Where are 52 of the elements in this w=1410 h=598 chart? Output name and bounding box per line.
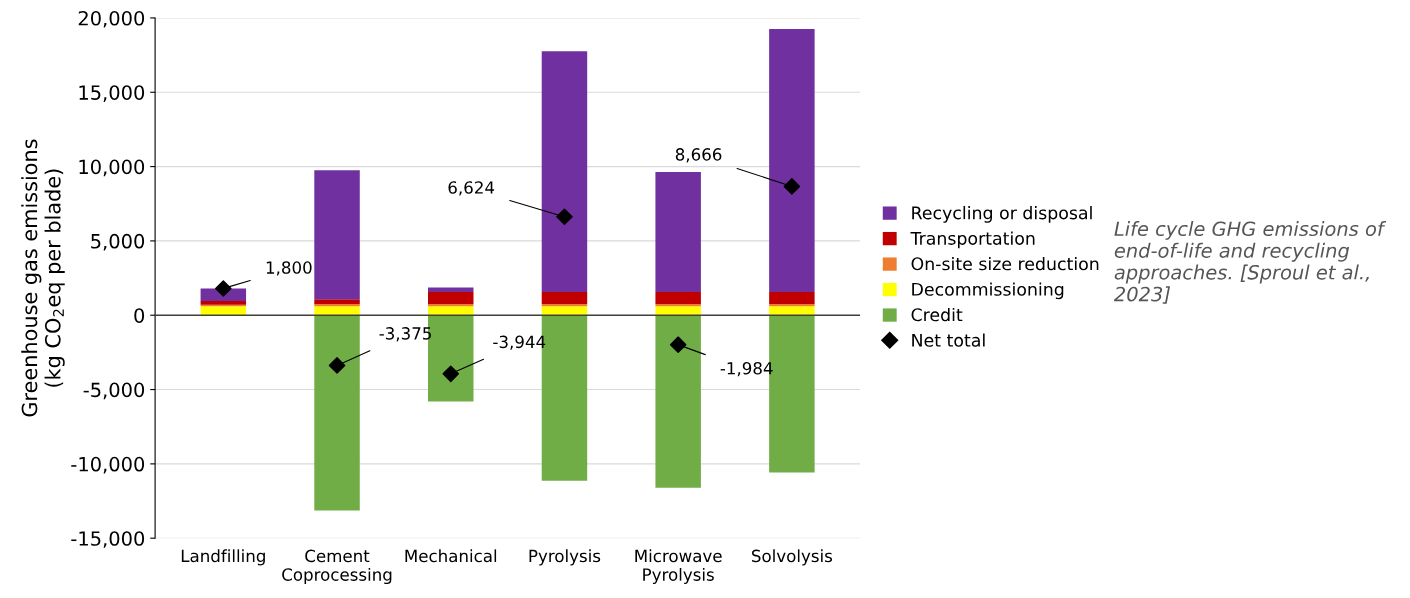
legend-label: Recycling or disposal (912, 205, 1092, 223)
x-tick-label: Landfilling (181, 549, 265, 566)
point (215, 280, 232, 297)
bar (314, 304, 360, 307)
legend-label: On-site size reduction (911, 256, 1099, 271)
text: Life cycle GHG emissions of end-of-life and recycling approaches. [Sproul et al., 2023] (1113, 221, 1387, 304)
y-tick-label: -10,000 (71, 456, 145, 474)
bar (314, 306, 360, 316)
bar (314, 315, 360, 511)
y-tick-label: 20,000 (78, 10, 145, 28)
bar (769, 304, 815, 307)
point (328, 357, 346, 374)
x-tick-label: Microwave Pyrolysis (635, 549, 722, 585)
y-axis-title: Greenhouse gas emissions (kg CO$_{2}$eq per blade) (21, 139, 65, 417)
bar (541, 306, 588, 316)
bar (428, 287, 474, 292)
point (669, 336, 687, 354)
bar (655, 172, 701, 292)
bar (428, 306, 474, 316)
y-tick-label: -5,000 (83, 382, 145, 400)
legend-label: Net total (912, 333, 985, 347)
y-tick-label: 5,000 (91, 233, 145, 251)
y-tick-label: 15,000 (79, 85, 145, 102)
y-tick-label: 0 (134, 308, 145, 323)
bar (769, 29, 815, 292)
bar (655, 306, 701, 316)
y-tick-label: 10,000 (79, 159, 145, 177)
x-tick-label: Pyrolysis (529, 549, 601, 566)
bar (769, 291, 815, 305)
legend-label: Transportation (910, 231, 1035, 249)
y-tick-label: -15,000 (71, 531, 145, 548)
bar (769, 306, 815, 316)
data-label: 1,800 (266, 261, 312, 276)
bar (314, 170, 360, 300)
point (783, 178, 801, 195)
x-tick-label: Mechanical (405, 549, 497, 563)
bar (428, 291, 474, 305)
bar (314, 299, 360, 305)
bar (655, 291, 701, 305)
legend-label: Credit (911, 307, 963, 322)
bar (541, 51, 588, 292)
x-tick-label: Cement Coprocessing (282, 549, 392, 585)
bar (655, 315, 701, 488)
data-label: 8,666 (675, 148, 722, 163)
x-tick-label: Solvolysis (751, 549, 833, 566)
point (442, 365, 460, 383)
legend-label: Decommissioning (912, 282, 1064, 300)
data-label: 6,624 (448, 181, 495, 196)
bar (200, 306, 247, 316)
bar (541, 291, 588, 305)
bar (655, 304, 701, 307)
point (556, 208, 573, 226)
